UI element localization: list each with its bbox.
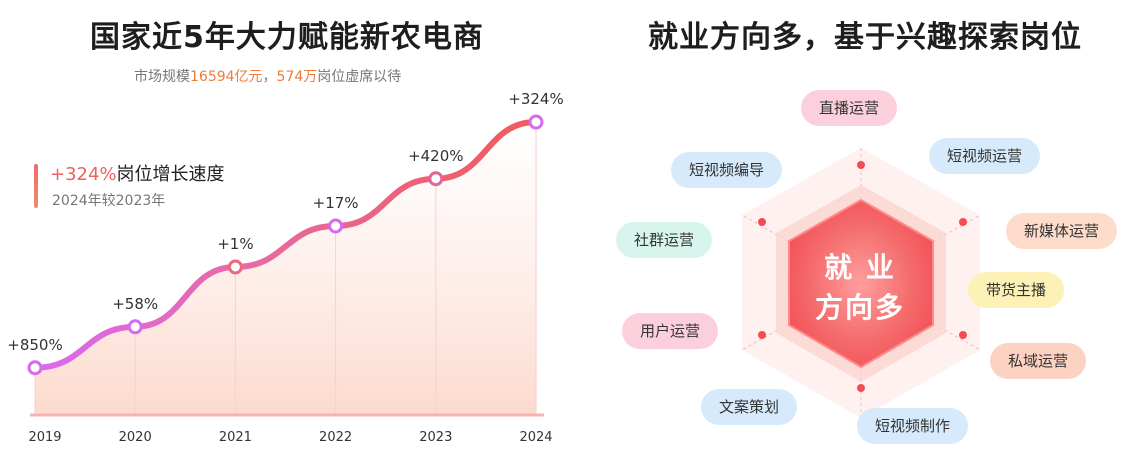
data-label: +1% <box>217 235 253 253</box>
tag-short-video-director: 短视频编导 <box>671 152 783 188</box>
data-label: +58% <box>112 295 158 313</box>
subtitle-sep: ， <box>262 69 277 85</box>
hexagon-label-line2: 方向多 <box>814 291 905 324</box>
tag-private-domain-operation: 私域运营 <box>990 343 1087 379</box>
tag-live-seller: 带货主播 <box>968 272 1065 308</box>
legend-note: 2024年较2023年 <box>52 193 166 209</box>
data-label: +420% <box>408 147 463 165</box>
data-point <box>227 259 243 275</box>
hexagon-graphic <box>741 148 981 418</box>
tag-copywriting: 文案策划 <box>701 389 798 425</box>
tag-short-video-production: 短视频制作 <box>857 408 969 444</box>
x-tick-label: 2022 <box>319 430 352 445</box>
data-point <box>127 319 143 335</box>
hexagon-label: 就 业 方向多 <box>795 248 925 328</box>
x-tick-label: 2021 <box>219 430 252 445</box>
x-tick-label: 2023 <box>419 430 452 445</box>
left-title: 国家近5年大力赋能新农电商 <box>90 20 484 55</box>
data-point <box>528 114 544 130</box>
market-size: 16594亿元 <box>190 69 263 85</box>
hexagon-label-line1: 就 业 <box>824 251 896 284</box>
tag-live-operation: 直播运营 <box>801 90 898 126</box>
legend-bar <box>34 164 38 208</box>
x-tick-label: 2020 <box>119 430 152 445</box>
tag-short-video-operation: 短视频运营 <box>929 138 1041 174</box>
area-fill <box>35 122 536 416</box>
series-line <box>32 119 539 371</box>
subtitle-suffix: 岗位虚席以待 <box>317 69 402 85</box>
subtitle-prefix: 市场规模 <box>134 69 190 85</box>
legend-label: 岗位增长速度 <box>116 164 225 185</box>
x-tick-label: 2019 <box>28 430 61 445</box>
data-label: +324% <box>508 90 563 108</box>
legend-title: +324%岗位增长速度 <box>50 160 225 186</box>
legend-highlight: +324% <box>50 164 117 185</box>
data-point <box>328 218 344 234</box>
data-label: +17% <box>313 194 359 212</box>
tag-community-operation: 社群运营 <box>616 222 713 258</box>
data-point <box>27 360 43 376</box>
right-title: 就业方向多，基于兴趣探索岗位 <box>648 20 1082 55</box>
data-label: +850% <box>7 336 62 354</box>
tag-new-media-operation: 新媒体运营 <box>1006 213 1118 249</box>
job-count: 574万 <box>276 69 318 85</box>
data-point <box>428 171 444 187</box>
subtitle: 市场规模16594亿元，574万岗位虚席以待 <box>134 66 401 86</box>
tag-user-operation: 用户运营 <box>622 313 719 349</box>
x-tick-label: 2024 <box>519 430 552 445</box>
